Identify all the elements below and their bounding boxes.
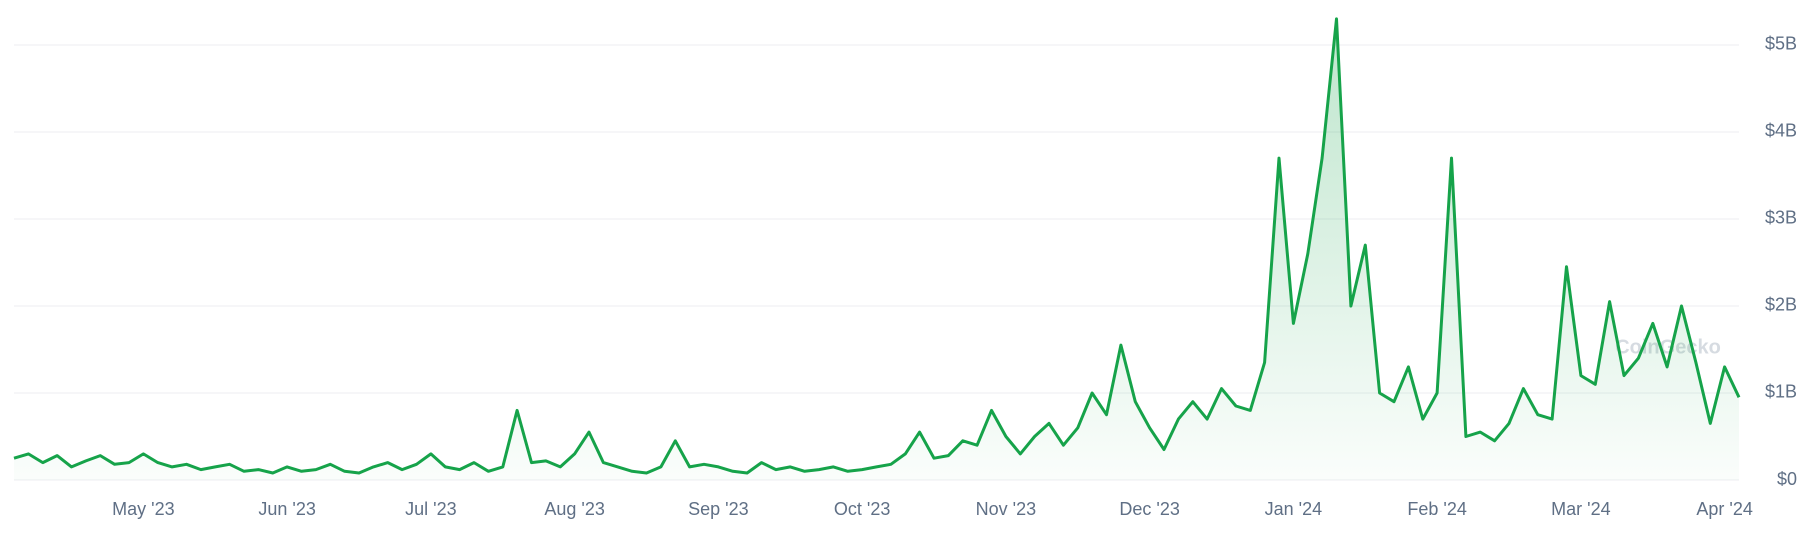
line xyxy=(13,17,1741,475)
y-tick-label: $5B xyxy=(1765,34,1797,54)
y-tick-label: $3B xyxy=(1765,208,1797,228)
x-tick-label: Aug '23 xyxy=(544,499,605,519)
x-tick-label: May '23 xyxy=(112,499,174,519)
y-tick-label: $2B xyxy=(1765,295,1797,315)
watermark: CoinGecko xyxy=(1615,336,1721,358)
x-tick-label: Apr '24 xyxy=(1696,499,1752,519)
y-tick-label: $0 xyxy=(1777,469,1797,489)
x-tick-label: Sep '23 xyxy=(688,499,749,519)
y-tick-label: $1B xyxy=(1765,382,1797,402)
x-tick-label: Jun '23 xyxy=(258,499,315,519)
x-tick-label: Nov '23 xyxy=(976,499,1036,519)
y-tick-label: $4B xyxy=(1765,121,1797,141)
x-tick-label: Dec '23 xyxy=(1119,499,1179,519)
x-tick-label: Oct '23 xyxy=(834,499,890,519)
x-tick-label: Mar '24 xyxy=(1551,499,1610,519)
x-tick-label: Jul '23 xyxy=(405,499,456,519)
area-fill xyxy=(14,18,1739,481)
x-tick-label: Jan '24 xyxy=(1265,499,1322,519)
x-tick-label: Feb '24 xyxy=(1407,499,1466,519)
